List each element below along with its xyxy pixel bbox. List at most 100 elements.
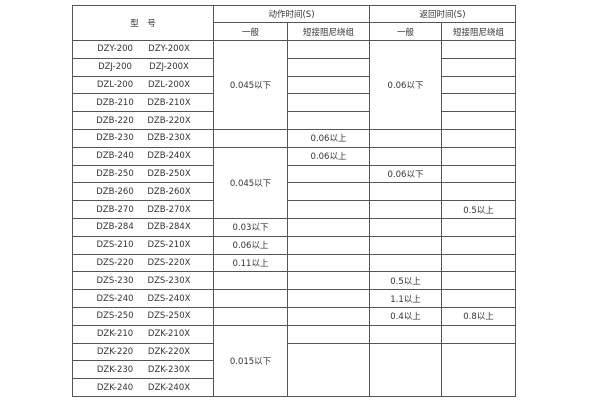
action-short-cell xyxy=(287,306,370,326)
table-row: DZK-240 DZK-240X xyxy=(72,378,516,397)
action-general-cell xyxy=(213,128,288,148)
action-short-cell xyxy=(287,235,370,255)
model-name: DZS-210 xyxy=(96,240,134,251)
action-short-cell xyxy=(287,217,370,237)
model-cell: DZY-200 DZY-200X xyxy=(72,40,214,59)
action-general-cell xyxy=(213,306,288,326)
return-short-cell xyxy=(441,128,516,148)
action-general-cell: 0.015以下 xyxy=(213,324,288,397)
table-row: DZK-210 DZK-210X 0.015以下 xyxy=(72,324,516,397)
model-cell: DZB-220 DZB-220X xyxy=(72,111,214,130)
return-general-cell: 0.06以下 xyxy=(369,40,442,130)
table-row: DZK-220 DZK-220X xyxy=(72,342,516,397)
return-short-cell: 0.8以上 xyxy=(441,306,516,326)
table-row: DZS-230 DZS-230X 0.5以上 xyxy=(72,271,516,291)
model-name: DZL-200 xyxy=(96,79,134,90)
return-general-cell: 0.5以上 xyxy=(369,271,442,291)
return-short-cell xyxy=(441,271,516,291)
return-short-header: 短接阻尼绕组 xyxy=(441,22,516,41)
model-name: DZB-284 xyxy=(96,222,134,233)
model-cell: DZB-250 DZB-250X xyxy=(72,164,214,184)
action-short-cell: 0.06以上 xyxy=(287,146,370,166)
action-general-cell: 0.045以下 xyxy=(213,146,288,219)
return-short-cell xyxy=(441,111,516,130)
action-time-header: 动作时间(S) xyxy=(213,5,370,23)
action-general-cell: 0.06以上 xyxy=(213,235,288,255)
model-cell: DZS-220 DZS-220X xyxy=(72,253,214,273)
model-name: DZS-230 xyxy=(96,275,134,286)
table-row: DZS-250 DZS-250X 0.4以上 0.8以上 xyxy=(72,306,516,326)
model-name: DZS-240 xyxy=(96,293,134,304)
return-short-cell xyxy=(441,289,516,308)
return-general-cell xyxy=(369,324,442,344)
model-x-variant: DZB-250X xyxy=(147,168,191,179)
action-short-cell xyxy=(287,289,370,308)
action-short-cell xyxy=(287,164,370,184)
model-x-variant: DZS-230X xyxy=(147,275,191,286)
action-general-cell: 0.03以下 xyxy=(213,217,288,237)
model-x-variant: DZJ-200X xyxy=(149,62,189,73)
table-row: DZB-260 DZB-260X xyxy=(72,182,516,202)
model-x-variant: DZB-230X xyxy=(147,133,191,144)
return-general-header: 一般 xyxy=(369,22,442,41)
model-x-variant: DZK-230X xyxy=(147,364,191,375)
model-cell: DZJ-200 DZJ-200X xyxy=(72,57,214,77)
table-row: DZB-284 DZB-284X 0.03以下 xyxy=(72,217,516,237)
table-row: DZY-200 DZY-200X 0.045以下 0.06以下 xyxy=(72,40,516,130)
model-x-variant: DZB-220X xyxy=(147,115,191,126)
return-general-cell: 0.4以上 xyxy=(369,306,442,326)
model-cell: DZL-200 DZL-200X xyxy=(72,75,214,95)
table-row: DZB-210 DZB-210X xyxy=(72,93,516,113)
return-short-cell xyxy=(441,324,516,344)
return-short-cell xyxy=(441,342,516,397)
table-row: DZB-230 DZB-230X 0.06以上 xyxy=(72,128,516,148)
model-x-variant: DZK-220X xyxy=(147,346,191,357)
model-cell: DZB-270 DZB-270X xyxy=(72,200,214,219)
model-name: DZB-230 xyxy=(96,133,134,144)
model-x-variant: DZS-250X xyxy=(147,311,191,322)
table-row: DZB-250 DZB-250X 0.06以下 xyxy=(72,164,516,184)
model-name: DZK-240 xyxy=(96,382,134,393)
model-name: DZS-250 xyxy=(96,311,134,322)
model-cell: DZB-240 DZB-240X xyxy=(72,146,214,166)
model-cell: DZK-230 DZK-230X xyxy=(72,360,214,380)
action-short-cell xyxy=(287,200,370,219)
action-short-cell xyxy=(287,40,370,59)
model-cell: DZK-220 DZK-220X xyxy=(72,342,214,362)
model-x-variant: DZS-220X xyxy=(147,257,191,268)
action-general-header: 一般 xyxy=(213,22,288,41)
model-header: 型 号 xyxy=(72,5,214,41)
action-short-cell xyxy=(287,111,370,130)
action-short-cell xyxy=(287,182,370,202)
table-row: DZS-210 DZS-210X 0.06以上 xyxy=(72,235,516,255)
action-short-cell xyxy=(287,271,370,291)
return-general-cell: 1.1以上 xyxy=(369,289,442,308)
model-name: DZK-230 xyxy=(96,364,134,375)
return-short-cell xyxy=(441,235,516,255)
subheader-row: 一般 短接阻尼绕组 一般 短接阻尼绕组 xyxy=(73,22,516,41)
table-row: DZS-240 DZS-240X 1.1以上 xyxy=(72,289,516,308)
action-general-cell xyxy=(213,289,288,308)
model-name: DZJ-200 xyxy=(98,62,132,73)
return-time-header: 返回时间(S) xyxy=(369,5,516,23)
return-short-cell xyxy=(441,164,516,184)
return-short-cell: 0.5以上 xyxy=(441,200,516,219)
action-short-cell xyxy=(287,75,370,95)
model-cell: DZB-230 DZB-230X xyxy=(72,128,214,148)
action-short-cell xyxy=(287,342,370,397)
return-general-cell xyxy=(369,342,442,397)
return-short-cell xyxy=(441,57,516,77)
action-general-cell xyxy=(213,271,288,291)
action-short-cell xyxy=(287,324,370,344)
model-name: DZB-270 xyxy=(96,204,134,215)
model-cell: DZS-210 DZS-210X xyxy=(72,235,214,255)
model-name: DZS-220 xyxy=(96,257,134,268)
return-general-cell xyxy=(369,128,442,148)
model-x-variant: DZS-210X xyxy=(147,240,191,251)
model-x-variant: DZS-240X xyxy=(147,293,191,304)
action-short-cell: 0.06以上 xyxy=(287,128,370,148)
model-name: DZK-210 xyxy=(96,329,134,340)
action-general-cell: 0.11以上 xyxy=(213,253,288,273)
model-x-variant: DZL-200X xyxy=(147,79,191,90)
return-general-cell xyxy=(369,146,442,166)
